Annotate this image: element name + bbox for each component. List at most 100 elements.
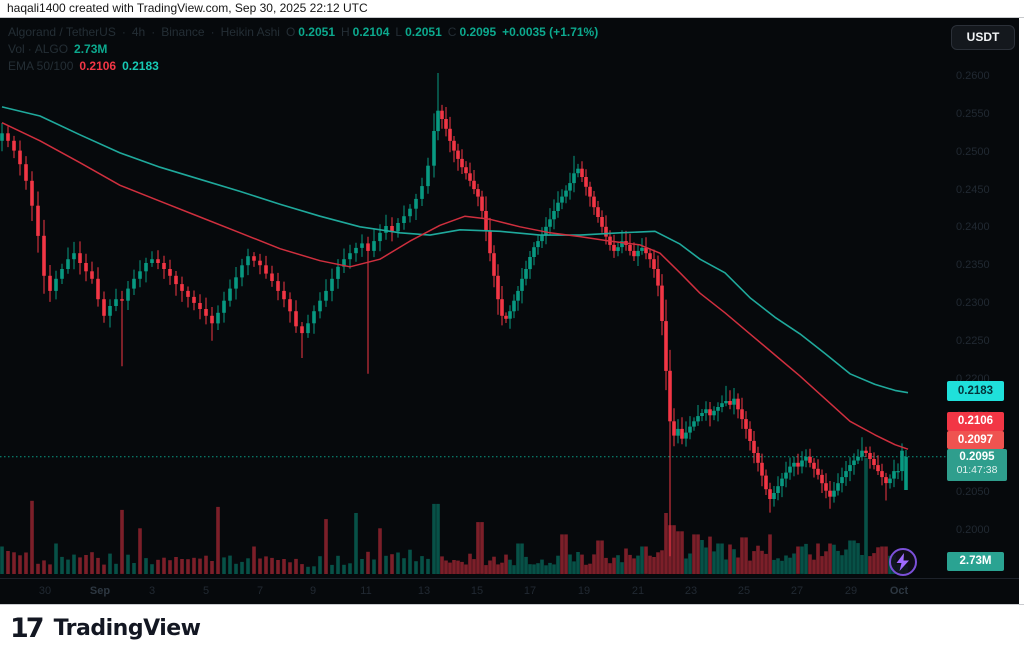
candle-body xyxy=(222,300,226,313)
volume-bar xyxy=(258,558,262,574)
candle-body xyxy=(680,428,684,439)
volume-bar xyxy=(736,557,740,574)
candle-body xyxy=(620,241,624,248)
chart-area[interactable]: Algorand / TetherUS · 4h · Binance · Hei… xyxy=(0,18,1019,604)
candle-body xyxy=(664,321,668,371)
volume-bar xyxy=(796,546,800,574)
candle-body xyxy=(464,167,468,174)
legend-symbol-row[interactable]: Algorand / TetherUS · 4h · Binance · Hei… xyxy=(8,24,599,39)
candle-body xyxy=(772,493,776,499)
volume-bar xyxy=(544,565,548,574)
time-tick-label: Oct xyxy=(889,585,909,597)
candle-body xyxy=(54,278,58,291)
candle-body xyxy=(512,300,516,312)
legend-volume-row[interactable]: Vol · ALGO 2.73M xyxy=(8,41,108,56)
volume-bar xyxy=(584,564,588,574)
volume-bar xyxy=(704,547,708,574)
candle-body xyxy=(604,226,608,237)
volume-bar xyxy=(30,500,34,574)
price-chart-canvas[interactable] xyxy=(0,18,1019,604)
volume-bar xyxy=(384,555,388,574)
candle-body xyxy=(216,312,220,324)
volume-bar xyxy=(716,543,720,574)
volume-bar xyxy=(120,509,124,574)
volume-bar xyxy=(568,554,572,574)
volume-bar xyxy=(162,557,166,574)
volume-bar xyxy=(712,551,716,574)
volume-bar xyxy=(496,564,500,574)
volume-bar xyxy=(408,549,412,574)
volume-label: Vol xyxy=(8,41,25,56)
volume-bar xyxy=(788,557,792,574)
volume-bar xyxy=(174,557,178,574)
candle-body xyxy=(844,471,848,478)
candle-body xyxy=(258,260,262,266)
currency-toggle-button[interactable]: USDT xyxy=(951,25,1015,50)
time-tick-label: 19 xyxy=(577,585,591,597)
candle-body xyxy=(508,311,512,319)
candle-body xyxy=(592,196,596,208)
candle-body xyxy=(168,269,172,276)
candle-body xyxy=(240,265,244,278)
volume-bar xyxy=(318,556,322,574)
candle-body xyxy=(728,401,732,405)
volume-bar xyxy=(700,540,704,574)
tradingview-logo[interactable]: 17 TradingView xyxy=(10,615,201,642)
candle-body xyxy=(580,168,584,177)
candle-body xyxy=(488,231,492,254)
candle-body xyxy=(426,165,430,187)
candle-body xyxy=(632,250,636,257)
volume-bar xyxy=(348,563,352,574)
volume-bar xyxy=(616,555,620,574)
candle-body xyxy=(126,288,130,301)
attribution-text: haqali1400 created with TradingView.com,… xyxy=(7,1,368,15)
candle-body xyxy=(544,226,548,236)
candle-body xyxy=(312,311,316,324)
attribution-bar: haqali1400 created with TradingView.com,… xyxy=(0,0,1024,18)
price-tick-label: 0.2050 xyxy=(956,486,990,498)
volume-bar xyxy=(836,550,840,574)
exchange-label: Binance xyxy=(161,24,205,39)
volume-bar xyxy=(420,556,424,574)
volume-bar xyxy=(508,559,512,574)
volume-bar xyxy=(168,560,172,574)
candle-body xyxy=(132,278,136,289)
volume-bar xyxy=(252,546,256,574)
countdown-timer: 01:47:38 xyxy=(956,464,998,476)
volume-bar xyxy=(772,559,776,574)
candle-body xyxy=(318,300,322,312)
volume-bar xyxy=(432,503,436,574)
legend-ema-row[interactable]: EMA 50/100 0.2106 0.2183 xyxy=(8,57,598,74)
candle-body xyxy=(796,462,800,467)
candle-body xyxy=(748,428,752,441)
candle-body xyxy=(860,450,864,457)
candle-body xyxy=(476,189,480,197)
ema50-badge: 0.2106 xyxy=(947,412,1004,431)
volume-bar xyxy=(448,562,452,574)
volume-bar xyxy=(390,554,394,574)
candle-body xyxy=(668,370,672,422)
candle-body xyxy=(6,133,10,141)
candle-body xyxy=(496,275,500,300)
time-tick-label: 27 xyxy=(790,585,804,597)
time-axis[interactable]: 30 Sep 3 5 7 9 11 13 15 17 19 21 23 25 27 29 Oct xyxy=(0,578,1019,605)
volume-bar xyxy=(564,534,568,574)
candle-body xyxy=(868,453,872,459)
volume-bar xyxy=(270,557,274,574)
time-tick-label: 17 xyxy=(523,585,537,597)
boost-lightning-button[interactable] xyxy=(889,548,917,576)
candle-body xyxy=(42,235,46,276)
candle-body xyxy=(78,253,82,263)
volume-bar xyxy=(336,555,340,574)
candle-body xyxy=(760,462,764,476)
candle-body xyxy=(484,211,488,232)
candle-body xyxy=(892,471,896,479)
price-axis[interactable]: 0.2600 0.2550 0.2500 0.2450 0.2400 0.2350 0.23… xyxy=(940,18,1019,578)
candle-body xyxy=(336,266,340,279)
volume-bar xyxy=(216,506,220,574)
candle-body xyxy=(644,247,648,254)
ema50-line xyxy=(1,122,909,450)
volume-bar xyxy=(800,546,804,574)
candle-body xyxy=(612,244,616,251)
time-tick-label: 30 xyxy=(38,585,52,597)
